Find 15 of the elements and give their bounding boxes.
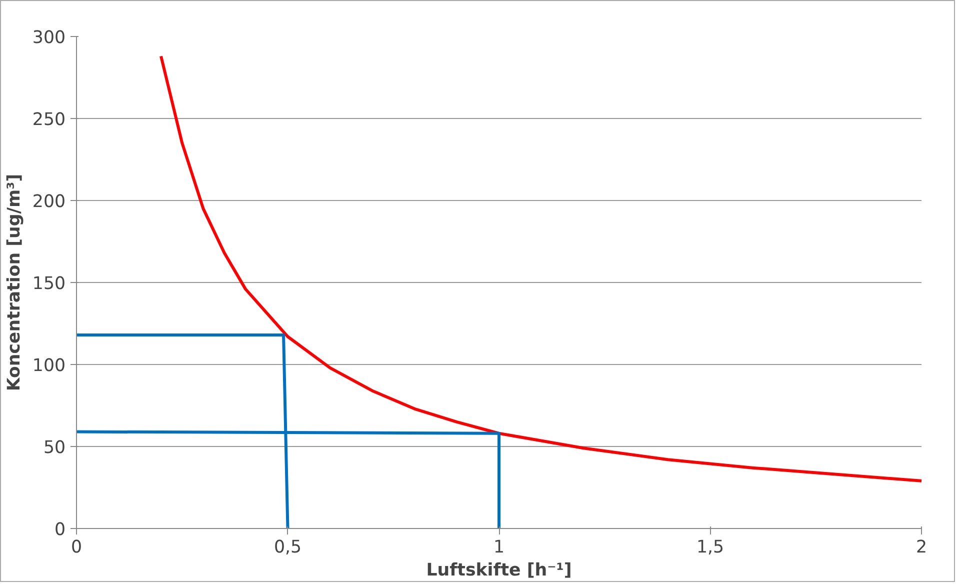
x-tick-label: 0,5	[274, 538, 302, 558]
y-tick-label: 300	[32, 28, 66, 48]
x-tick-label: 0	[70, 538, 82, 558]
x-tick-label: 2	[916, 538, 928, 558]
y-tick-label: 50	[43, 438, 66, 458]
x-tick-label: 1	[493, 538, 505, 558]
x-axis-title: Luftskifte [h⁻¹]	[426, 560, 572, 580]
line-series	[160, 54, 922, 482]
y-tick-label: 150	[32, 274, 66, 294]
y-tick-label: 200	[32, 192, 66, 212]
y-axis-title: Koncentration [ug/m³]	[4, 174, 24, 392]
y-tick-label: 100	[32, 356, 66, 376]
y-tick-label: 250	[32, 110, 66, 130]
y-tick-label: 0	[54, 520, 66, 540]
x-tick-label: 1,5	[696, 538, 724, 558]
